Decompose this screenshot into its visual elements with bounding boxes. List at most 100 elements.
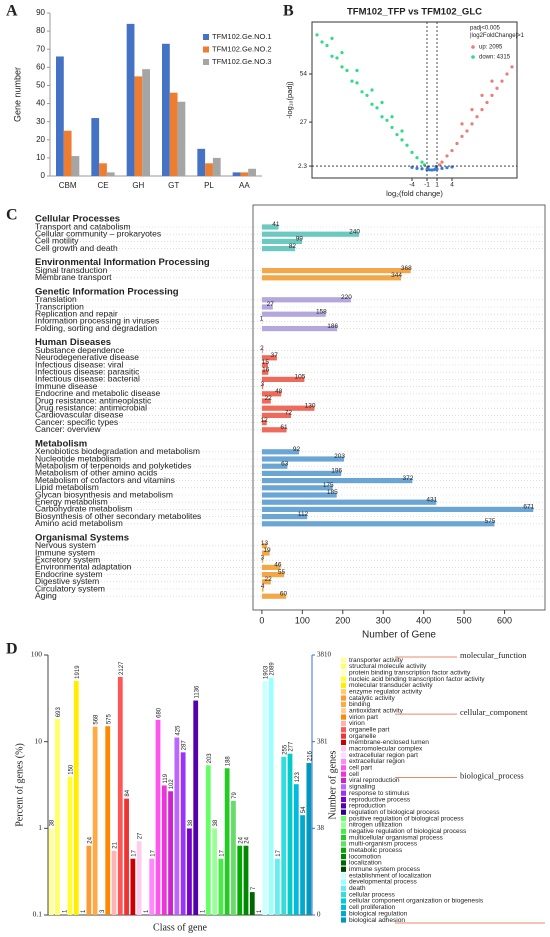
category-label: Aging [35, 590, 57, 600]
value-label: 27 [138, 832, 144, 839]
bar [261, 297, 351, 303]
point [445, 166, 449, 170]
point [385, 118, 389, 122]
value-label: 38 [188, 819, 194, 826]
x-axis-label: Number of Gene [362, 630, 436, 641]
value-label: 1 [81, 909, 87, 913]
legend-marker [471, 45, 475, 49]
value-label: 196 [331, 468, 342, 475]
value-label: 130 [305, 402, 316, 409]
value-label: 372 [402, 475, 413, 482]
y-tick-label: 20 [36, 135, 45, 144]
legend-label: biological adhesion [349, 917, 405, 924]
category-label: Nervous system [35, 540, 96, 550]
y2-tick-label: 38 [317, 824, 325, 832]
legend-label: cell part [349, 765, 372, 772]
point [440, 160, 444, 164]
value-label: 1903 [263, 665, 269, 679]
category-label: Glycan biosynthesis and metabolism [35, 489, 173, 499]
legend-label: regulation of biological process [349, 809, 440, 816]
value-label: 175 [323, 482, 334, 489]
y-tick-label: 2.3 [298, 163, 307, 170]
point [430, 168, 434, 172]
bar [249, 892, 255, 915]
point [425, 167, 429, 172]
value-label: 240 [349, 228, 360, 235]
bar [261, 485, 333, 491]
value-label: 123 [295, 772, 301, 783]
category-label: Carbohydrate metabolism [35, 504, 132, 514]
category-label: Cell growth and death [35, 243, 118, 253]
bar [261, 398, 271, 404]
point [475, 115, 479, 119]
point [460, 134, 464, 138]
point [355, 68, 359, 73]
value-label: 2127 [119, 661, 125, 675]
point [340, 65, 344, 69]
point [355, 81, 359, 85]
group-header: Cellular Processes [35, 214, 120, 225]
value-label: 92 [293, 446, 301, 453]
bar [287, 753, 293, 915]
legend-label: molecular transducer activity [349, 682, 433, 689]
point [427, 168, 432, 172]
x-tick-label: 4 [450, 182, 454, 189]
legend-swatch [341, 777, 346, 784]
y-tick-label: 1 [38, 823, 42, 832]
group-header: Environmental Information Processing [35, 257, 210, 268]
legend-label: protein binding transcription factor act… [349, 669, 471, 676]
value-label: 54 [301, 806, 307, 813]
legend-swatch [341, 879, 346, 885]
bar [261, 384, 264, 390]
value-label: 55 [278, 569, 286, 576]
bar [86, 845, 92, 915]
legend-label: nitrogen utilization [349, 822, 402, 829]
category-label: Cancer: overview [35, 424, 102, 434]
bar [105, 726, 111, 915]
bar [92, 726, 98, 915]
y-tick-label: 60 [36, 62, 45, 71]
bar [261, 463, 288, 469]
legend-label: catalytic activity [349, 695, 396, 702]
x-tick-label: 100 [295, 615, 310, 625]
value-label: 188 [226, 756, 232, 767]
point [350, 79, 354, 83]
legend-label: immune system process [349, 866, 421, 873]
value-label: 568 [94, 714, 100, 725]
y-tick-label: 27 [300, 119, 308, 126]
legend-swatch [341, 898, 346, 904]
point [415, 156, 419, 160]
legend-label: structural molecule activity [349, 663, 427, 670]
legend-label: antioxidant activity [349, 707, 404, 714]
value-label: 24 [87, 836, 93, 843]
bar [149, 858, 155, 915]
bar [168, 791, 173, 915]
value-label: 203 [207, 753, 213, 764]
category-label: Transcription [35, 301, 84, 311]
category-label: Xenobiotics biodegradation and metabolis… [35, 446, 200, 456]
category-label: Endocrine and metabolic disease [35, 388, 160, 398]
plot-frame [311, 21, 518, 179]
category-label: Folding, sorting and degradation [35, 323, 157, 333]
value-label: 82 [289, 243, 297, 250]
legend-label: up: 2095 [479, 45, 503, 51]
legend-swatch [341, 670, 346, 676]
bar [261, 557, 264, 563]
bar [261, 579, 271, 585]
bar [73, 680, 79, 915]
category-label: Cardiovascular disease [35, 410, 124, 420]
bar [232, 172, 241, 176]
value-label: 1 [201, 909, 207, 913]
legend-swatch [341, 752, 346, 758]
bar [142, 69, 150, 176]
point [395, 132, 399, 137]
bar [126, 23, 135, 176]
point [485, 100, 489, 105]
group-header: Genetic Information Processing [35, 286, 179, 297]
legend-swatch [341, 657, 346, 663]
legend-swatch [341, 733, 346, 739]
value-label: 425 [175, 725, 181, 736]
bar [205, 765, 211, 915]
bar [218, 858, 224, 915]
bar [261, 506, 534, 512]
